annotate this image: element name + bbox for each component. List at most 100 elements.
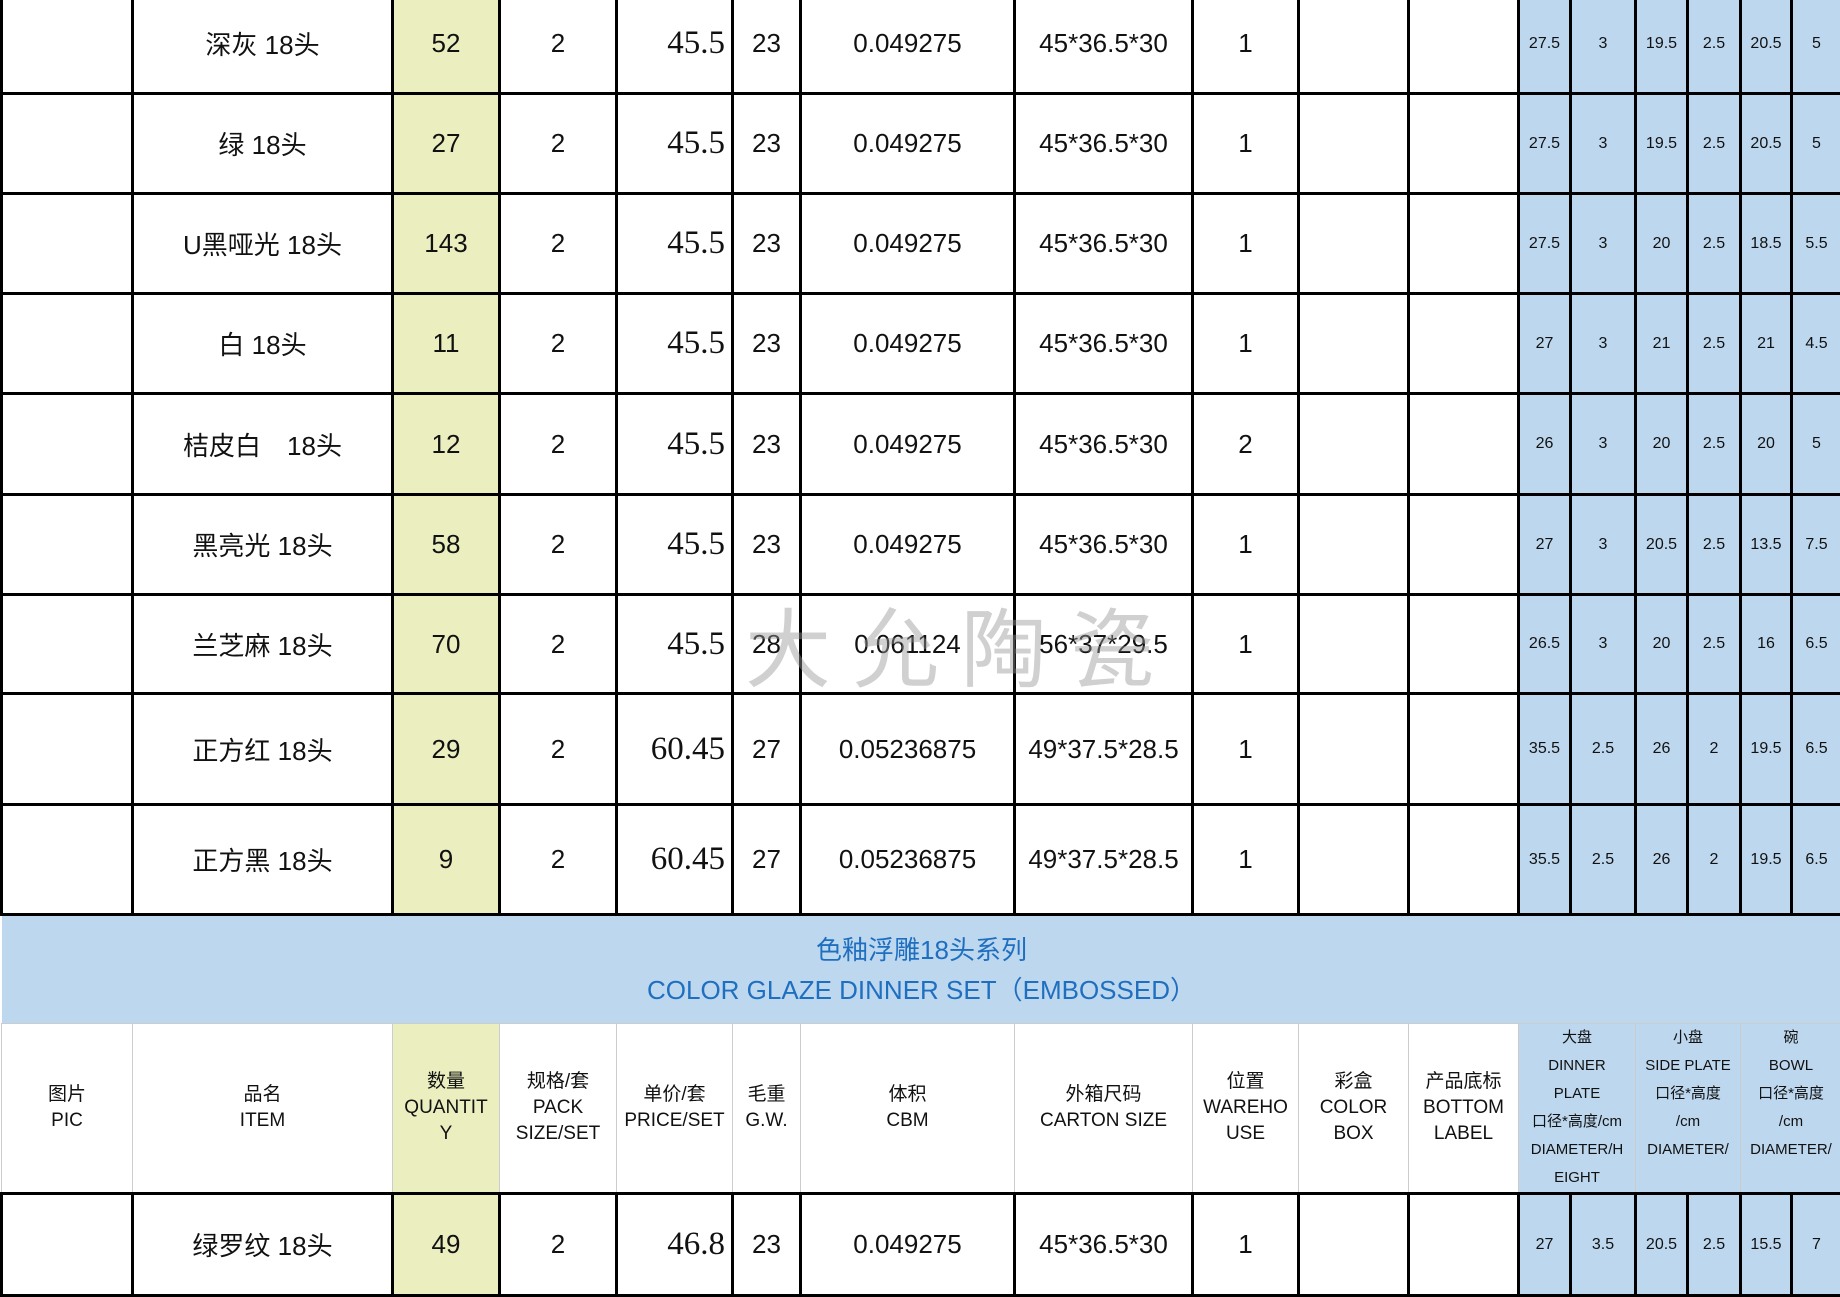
unit-price: 45.5 bbox=[617, 595, 733, 694]
quantity: 29 bbox=[393, 694, 500, 805]
series-title-en: COLOR GLAZE DINNER SET（EMBOSSED） bbox=[2, 970, 1840, 1010]
carton-size: 45*36.5*30 bbox=[1015, 495, 1193, 595]
bottom-label-cell bbox=[1409, 394, 1519, 495]
pack-size: 2 bbox=[500, 194, 617, 294]
quantity: 143 bbox=[393, 194, 500, 294]
cbm: 0.05236875 bbox=[801, 694, 1015, 805]
header-line: 体积 bbox=[801, 1082, 1014, 1108]
header-line: 大盘 bbox=[1519, 1024, 1635, 1052]
color-box-cell bbox=[1299, 194, 1409, 294]
dimension-value: 2.5 bbox=[1571, 694, 1636, 805]
dimension-value: 35.5 bbox=[1519, 805, 1571, 915]
header-line: PACK bbox=[500, 1095, 616, 1121]
header-line: 口径*高度/cm bbox=[1519, 1108, 1635, 1136]
gross-weight: 23 bbox=[733, 1194, 801, 1296]
header-line: /cm bbox=[1636, 1108, 1740, 1136]
pack-size: 2 bbox=[500, 1194, 617, 1296]
dimension-value: 2.5 bbox=[1688, 194, 1741, 294]
pack-size: 2 bbox=[500, 0, 617, 94]
series-band-cell: 色釉浮雕18头系列 COLOR GLAZE DINNER SET（EMBOSSE… bbox=[2, 915, 1840, 1024]
bottom-label-cell bbox=[1409, 694, 1519, 805]
quantity: 11 bbox=[393, 294, 500, 394]
dimension-value: 2 bbox=[1688, 694, 1741, 805]
warehouse: 1 bbox=[1193, 805, 1299, 915]
dimension-value: 20 bbox=[1636, 194, 1688, 294]
quantity: 27 bbox=[393, 94, 500, 194]
carton-size: 45*36.5*30 bbox=[1015, 194, 1193, 294]
dimension-value: 27.5 bbox=[1519, 194, 1571, 294]
unit-price: 60.45 bbox=[617, 805, 733, 915]
dimension-value: 19.5 bbox=[1636, 94, 1688, 194]
cbm: 0.049275 bbox=[801, 94, 1015, 194]
unit-price: 45.5 bbox=[617, 94, 733, 194]
header-line: CARTON SIZE bbox=[1015, 1108, 1192, 1134]
header-line: QUANTIT bbox=[393, 1095, 499, 1121]
dimension-value: 26 bbox=[1636, 805, 1688, 915]
dimension-value: 26.5 bbox=[1519, 595, 1571, 694]
carton-size: 49*37.5*28.5 bbox=[1015, 694, 1193, 805]
dimension-value: 6.5 bbox=[1792, 595, 1840, 694]
color-box-cell bbox=[1299, 0, 1409, 94]
bottom-label-cell bbox=[1409, 294, 1519, 394]
dimension-value: 3 bbox=[1571, 0, 1636, 94]
header-line: SIDE PLATE bbox=[1636, 1052, 1740, 1080]
color-box-cell bbox=[1299, 805, 1409, 915]
header-line: G.W. bbox=[733, 1108, 800, 1134]
dimension-value: 13.5 bbox=[1741, 495, 1792, 595]
gross-weight: 27 bbox=[733, 694, 801, 805]
warehouse: 1 bbox=[1193, 595, 1299, 694]
warehouse: 1 bbox=[1193, 294, 1299, 394]
gross-weight: 23 bbox=[733, 495, 801, 595]
warehouse: 1 bbox=[1193, 495, 1299, 595]
unit-price: 45.5 bbox=[617, 495, 733, 595]
cbm: 0.049275 bbox=[801, 1194, 1015, 1296]
gross-weight: 23 bbox=[733, 394, 801, 495]
quantity: 9 bbox=[393, 805, 500, 915]
item-name: U黑哑光 18头 bbox=[133, 194, 393, 294]
dimension-value: 2.5 bbox=[1688, 394, 1741, 495]
header-line: DIAMETER/H bbox=[1519, 1136, 1635, 1164]
gross-weight: 23 bbox=[733, 194, 801, 294]
product-photo-cell bbox=[2, 294, 133, 394]
dimension-value: 16 bbox=[1741, 595, 1792, 694]
color-box-cell bbox=[1299, 394, 1409, 495]
dimension-value: 3 bbox=[1571, 595, 1636, 694]
cbm: 0.061124 bbox=[801, 595, 1015, 694]
dimension-value: 2.5 bbox=[1688, 0, 1741, 94]
series-band: 色釉浮雕18头系列 COLOR GLAZE DINNER SET（EMBOSSE… bbox=[2, 915, 1840, 1024]
header-line: 数量 bbox=[393, 1069, 499, 1095]
gross-weight: 23 bbox=[733, 0, 801, 94]
cbm: 0.05236875 bbox=[801, 805, 1015, 915]
header-line: 毛重 bbox=[733, 1082, 800, 1108]
dimension-value: 6.5 bbox=[1792, 805, 1840, 915]
color-box-cell bbox=[1299, 495, 1409, 595]
header-line: 小盘 bbox=[1636, 1024, 1740, 1052]
item-name: 绿罗纹 18头 bbox=[133, 1194, 393, 1296]
header-line: 口径*高度 bbox=[1636, 1080, 1740, 1108]
dimension-value: 35.5 bbox=[1519, 694, 1571, 805]
dimension-value: 15.5 bbox=[1741, 1194, 1792, 1296]
carton-size: 45*36.5*30 bbox=[1015, 294, 1193, 394]
dimension-value: 18.5 bbox=[1741, 194, 1792, 294]
dimension-value: 2.5 bbox=[1688, 1194, 1741, 1296]
header-line: /cm bbox=[1741, 1108, 1840, 1136]
carton-size: 45*36.5*30 bbox=[1015, 394, 1193, 495]
unit-price: 45.5 bbox=[617, 194, 733, 294]
header-line: 碗 bbox=[1741, 1024, 1840, 1052]
dimension-value: 20.5 bbox=[1741, 0, 1792, 94]
dimension-value: 6.5 bbox=[1792, 694, 1840, 805]
product-photo-cell bbox=[2, 0, 133, 94]
header-line: DIAMETER/ bbox=[1636, 1136, 1740, 1164]
item-name: 白 18头 bbox=[133, 294, 393, 394]
